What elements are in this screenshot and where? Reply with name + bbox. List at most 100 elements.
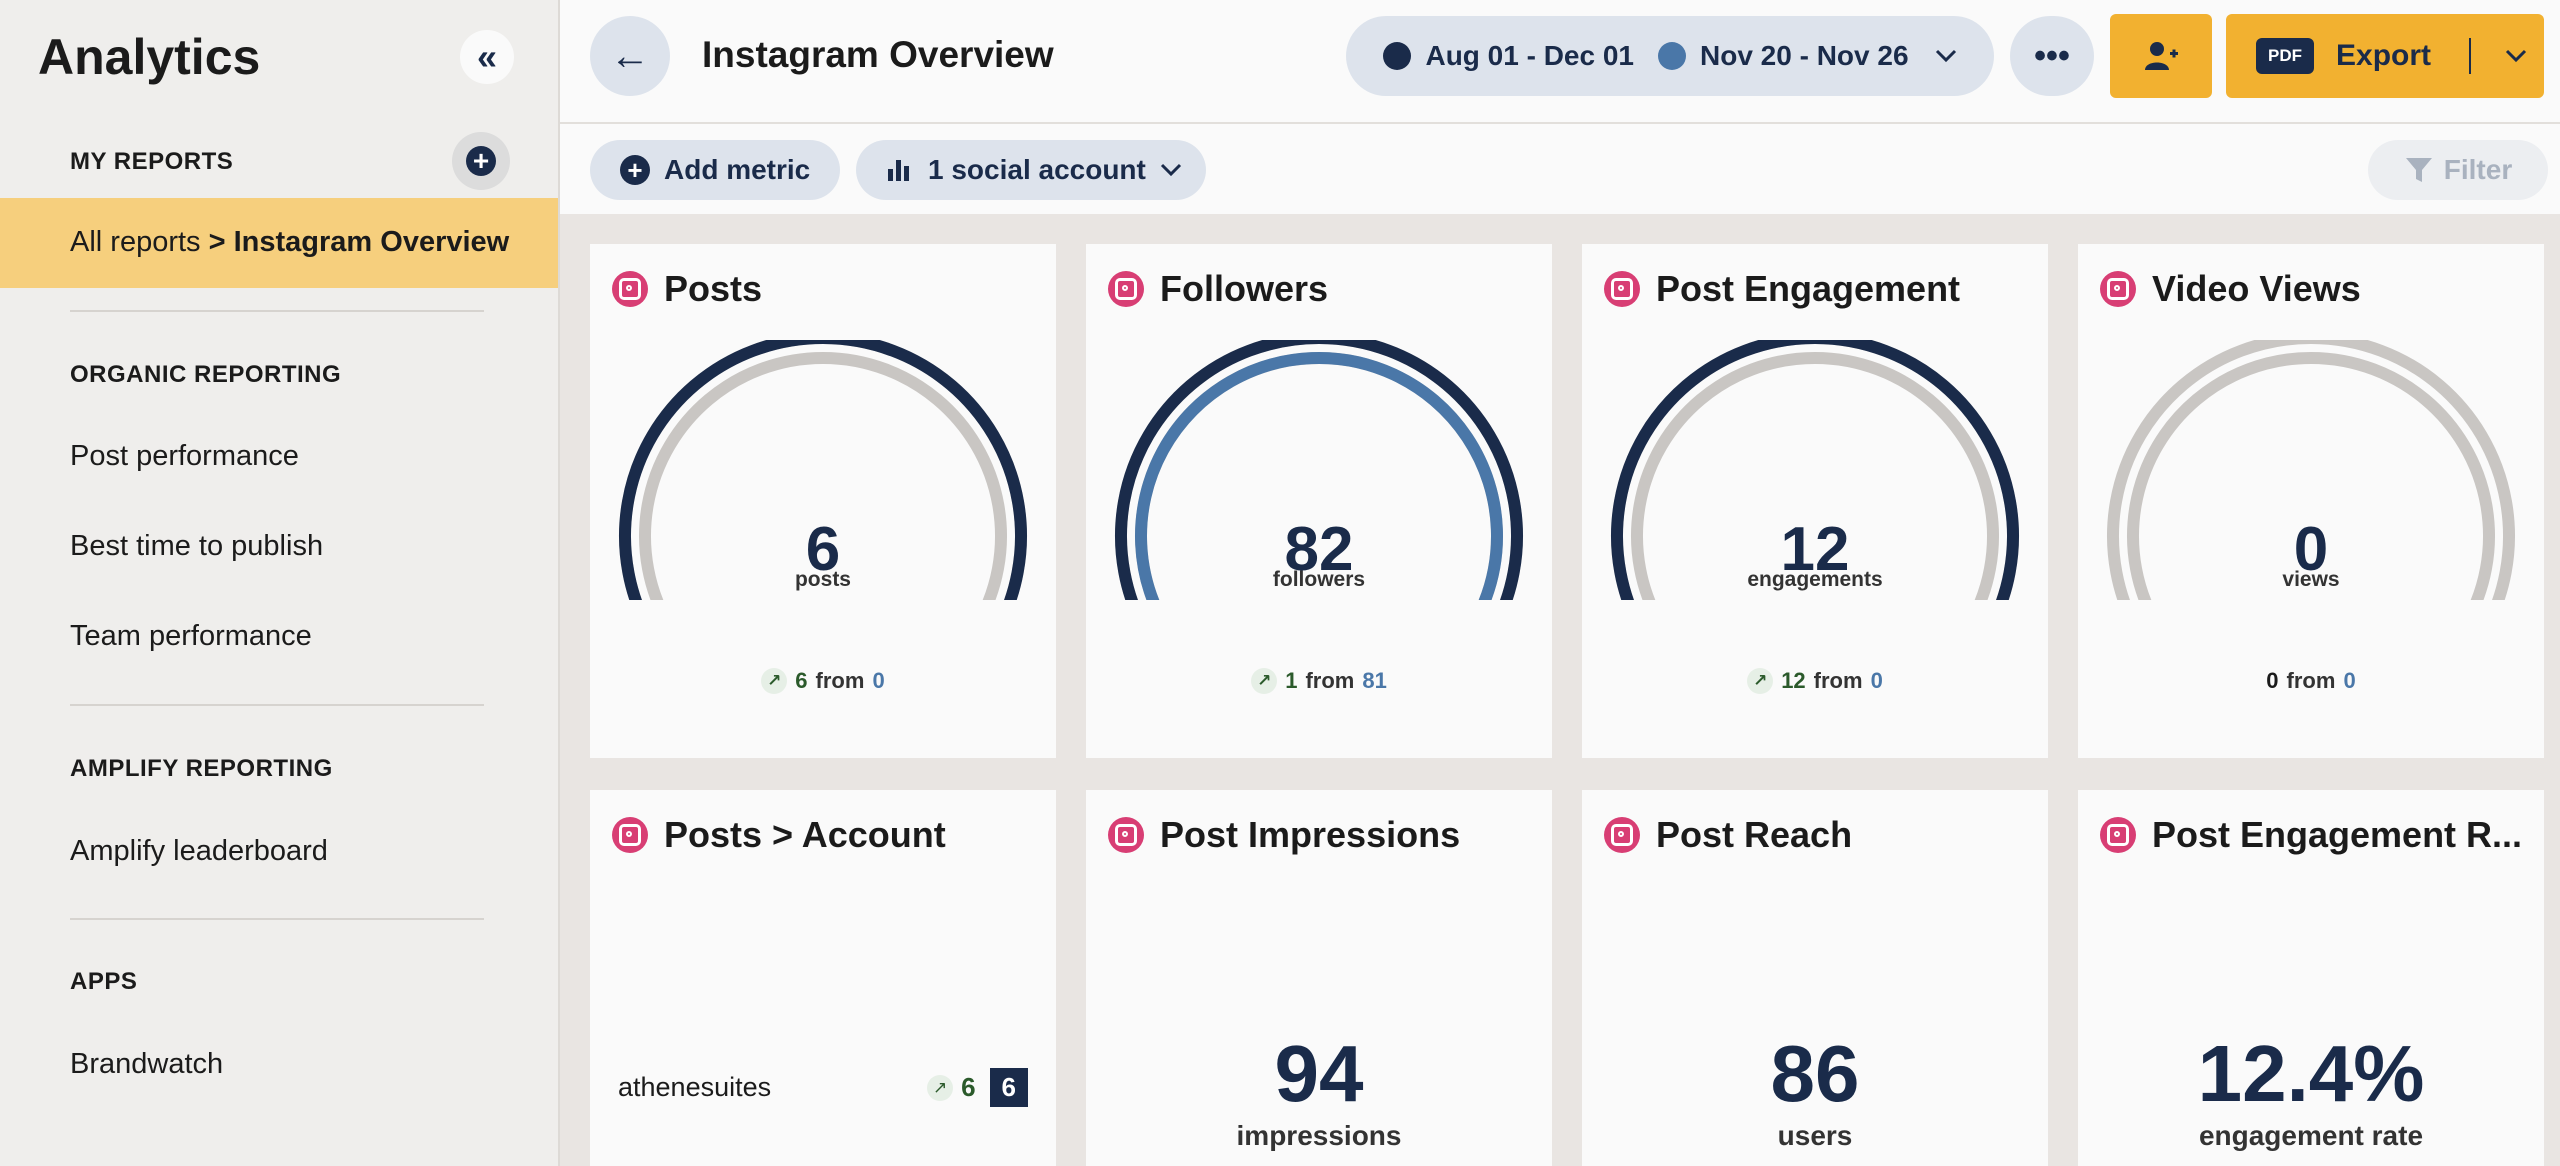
sidebar-item-team-performance[interactable]: Team performance [70, 620, 312, 652]
comparison-row: ↗ 1 from 81 [1086, 668, 1552, 694]
gauge-fill-current [619, 340, 1027, 600]
metric-card-post-reach[interactable]: Post Reach 86 users [1582, 790, 2048, 1166]
previous-value: 0 [1870, 668, 1883, 693]
instagram-icon [1604, 817, 1640, 853]
page-title: Instagram Overview [702, 34, 1054, 75]
export-button[interactable]: PDF Export [2226, 14, 2544, 98]
my-reports-label: MY REPORTS [70, 148, 234, 175]
divider [70, 310, 484, 312]
sidebar-item-post-performance[interactable]: Post performance [70, 440, 299, 472]
comparison-row: ↗ 6 from 0 [590, 668, 1056, 694]
date-range-compare: Nov 20 - Nov 26 [1700, 40, 1909, 71]
instagram-icon [1108, 271, 1144, 307]
ellipsis-icon: ••• [2034, 36, 2070, 75]
app-title: Analytics [38, 29, 261, 85]
toolbar: + Add metric 1 social account Filter [560, 124, 2560, 214]
organic-reporting-label: ORGANIC REPORTING [70, 361, 342, 388]
instagram-icon [2100, 271, 2136, 307]
apps-label: APPS [70, 968, 138, 995]
card-title: Post Engagement R... [2152, 814, 2523, 855]
metric-card-post-engagement[interactable]: Post Engagement 12 engagements ↗ 12 from… [1582, 244, 2048, 758]
filter-button[interactable]: Filter [2368, 140, 2548, 200]
metric-value: 82 [1284, 515, 1354, 584]
gauge-fill-current [1115, 340, 1523, 600]
from-label: from [815, 668, 865, 693]
chevron-down-icon [1160, 163, 1181, 177]
comparison-row: 0 from 0 [2078, 668, 2544, 694]
metric-card-followers[interactable]: Followers 82 followers ↗ 1 from 81 [1086, 244, 1552, 758]
gauge-track-inner [639, 351, 1007, 600]
sidebar-item-brandwatch[interactable]: Brandwatch [70, 1048, 224, 1080]
add-user-icon [2145, 42, 2178, 70]
back-button[interactable]: ← [590, 16, 670, 96]
sidebar-item-amplify-leaderboard[interactable]: Amplify leaderboard [70, 835, 328, 867]
metric-unit: views [2282, 568, 2340, 591]
account-name: athenesuites [618, 1072, 772, 1102]
previous-value: 0 [2343, 668, 2356, 693]
metric-card-video-views[interactable]: Video Views 0 views 0 from 0 [2078, 244, 2544, 758]
chevron-down-icon[interactable] [2505, 43, 2527, 69]
sidebar-item-best-time-to-publish[interactable]: Best time to publish [70, 530, 324, 562]
metric-value: 86 [1770, 1029, 1860, 1118]
count-badge: 6 [989, 1068, 1028, 1107]
share-report-button[interactable] [2110, 14, 2212, 98]
filter-label: Filter [2443, 154, 2513, 185]
metric-unit: posts [794, 568, 851, 591]
trend-up-icon: ↗ [1251, 668, 1278, 694]
compare-period-dot-icon [1658, 42, 1686, 70]
social-account-label: 1 social account [928, 154, 1146, 185]
bar-chart-icon [888, 160, 909, 181]
metric-unit: users [1777, 1120, 1853, 1151]
trend-up-icon: ↗ [761, 668, 788, 694]
instagram-icon [1604, 271, 1640, 307]
trend-up-icon: ↗ [1747, 668, 1774, 694]
metric-value: 0 [2293, 515, 2329, 584]
date-range-picker[interactable]: Aug 01 - Dec 01 Nov 20 - Nov 26 [1346, 16, 1994, 96]
breadcrumb-current: > Instagram Overview [208, 226, 510, 258]
breadcrumb-all-reports[interactable]: All reports [70, 226, 201, 258]
sidebar-item-instagram-overview[interactable]: All reports > Instagram Overview [0, 198, 558, 288]
instagram-icon [612, 271, 648, 307]
instagram-icon [1108, 817, 1144, 853]
metric-card-post-impressions[interactable]: Post Impressions 94 impressions [1086, 790, 1552, 1166]
sidebar: Analytics « MY REPORTS + All reports > I… [0, 0, 560, 1166]
gauge-track-outer [2107, 340, 2515, 600]
pdf-icon: PDF [2256, 38, 2314, 74]
previous-value: 0 [872, 668, 885, 693]
from-label: from [1813, 668, 1863, 693]
gauge-track-inner [2127, 351, 2495, 600]
account-row[interactable]: athenesuites ↗ 6 6 [618, 1068, 1028, 1107]
card-title: Video Views [2152, 268, 2361, 309]
export-label: Export [2336, 39, 2432, 72]
metric-unit: impressions [1236, 1120, 1402, 1151]
amplify-reporting-label: AMPLIFY REPORTING [70, 755, 333, 782]
more-options-button[interactable]: ••• [2010, 16, 2094, 96]
plus-icon: + [620, 155, 650, 185]
metric-unit: engagements [1747, 568, 1883, 591]
funnel-icon [2405, 158, 2432, 182]
trend-up-icon: ↗ [927, 1074, 954, 1101]
plus-icon: + [466, 146, 496, 176]
date-range-primary: Aug 01 - Dec 01 [1425, 40, 1634, 71]
divider [70, 918, 484, 920]
social-account-selector[interactable]: 1 social account [856, 140, 1206, 200]
double-chevron-left-icon: « [476, 36, 498, 77]
metric-value: 12 [1780, 515, 1850, 584]
delta-value: 6 [795, 668, 808, 693]
metric-unit: engagement rate [2198, 1120, 2424, 1151]
card-title: Post Reach [1656, 814, 1853, 855]
add-report-button[interactable]: + [452, 132, 510, 190]
metric-card-posts[interactable]: Posts 6 posts ↗ 6 from 0 [590, 244, 1056, 758]
gauge-track-inner [1631, 351, 1999, 600]
add-metric-button[interactable]: + Add metric [590, 140, 840, 200]
gauge-chart [1115, 340, 1523, 600]
divider [70, 704, 484, 706]
card-title: Followers [1160, 268, 1329, 309]
card-title: Posts > Account [664, 814, 946, 855]
card-title: Post Engagement [1656, 268, 1961, 309]
metric-card-posts-by-account[interactable]: Posts > Account athenesuites ↗ 6 6 [590, 790, 1056, 1166]
chevron-down-icon [1935, 43, 1957, 69]
gauge-chart [1611, 340, 2019, 600]
collapse-sidebar-button[interactable]: « [460, 30, 514, 84]
metric-card-post-engagement-rate[interactable]: Post Engagement R... 12.4% engagement ra… [2078, 790, 2544, 1166]
